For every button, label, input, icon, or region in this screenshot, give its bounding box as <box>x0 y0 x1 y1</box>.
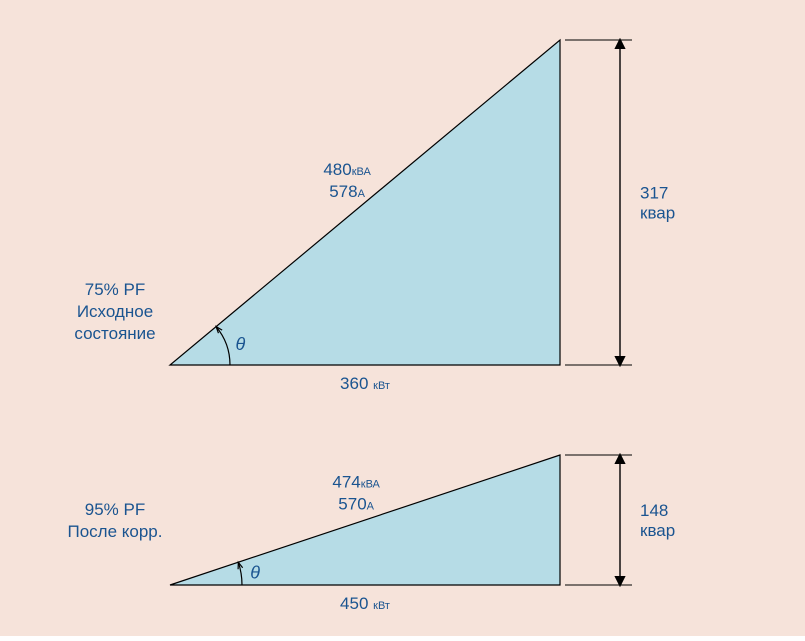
bottom-base-unit: кВт <box>373 600 390 612</box>
top-hyp-kva-unit: кВА <box>352 166 372 178</box>
bottom-hyp-kva-unit: кВА <box>361 478 381 490</box>
bottom-right-val: 148 <box>640 501 668 520</box>
top-base-unit: кВт <box>373 380 390 392</box>
top-right-unit: квар <box>640 204 675 223</box>
bottom-pf-line: 95% PF <box>85 500 145 519</box>
bottom-state-line1: После корр. <box>68 522 163 541</box>
top-state-block: 75% PF Исходное состояние <box>74 280 155 343</box>
top-theta: θ <box>236 334 246 354</box>
bottom-theta: θ <box>250 562 260 582</box>
bottom-right-unit: квар <box>640 521 675 540</box>
power-triangle-diagram: θ480кВА578А75% PFИсходноесостояние360 кВ… <box>0 0 805 636</box>
top-pf-line: 75% PF <box>85 280 145 299</box>
top-hyp-amp-unit: А <box>358 188 366 200</box>
top-state-line2: состояние <box>74 324 155 343</box>
top-right-val: 317 <box>640 184 668 203</box>
bottom-hyp-amp-unit: А <box>367 500 375 512</box>
top-state-line1: Исходное <box>77 302 153 321</box>
